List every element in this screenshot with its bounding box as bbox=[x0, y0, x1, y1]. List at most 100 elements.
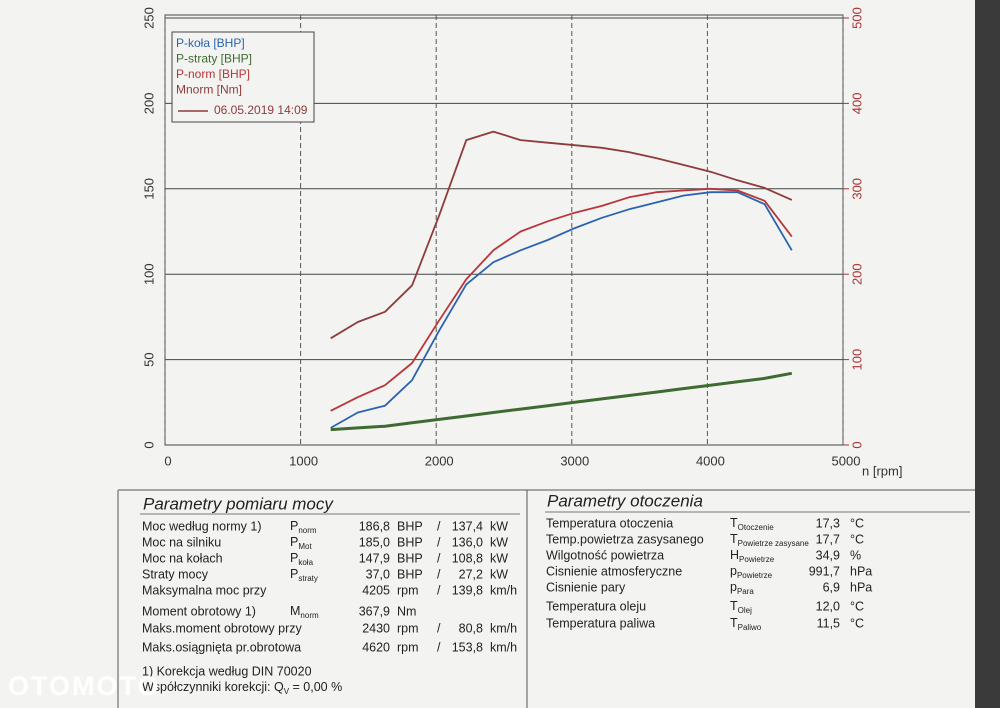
row-unit: rpm bbox=[397, 583, 419, 597]
symbol-main: T bbox=[730, 516, 738, 530]
symbol-sub: straty bbox=[298, 574, 318, 583]
row-label: Temp.powietrza zasysanego bbox=[546, 532, 704, 546]
series-line bbox=[330, 130, 793, 340]
symbol-sub: Olej bbox=[738, 606, 752, 615]
row-value: 6,9 bbox=[823, 580, 840, 594]
row-label: Moc według normy 1) bbox=[142, 519, 262, 533]
row-sep: / bbox=[437, 519, 441, 533]
symbol-main: M bbox=[290, 604, 300, 618]
symbol-sub: Otoczenie bbox=[738, 523, 775, 532]
row-label: Temperatura otoczenia bbox=[546, 516, 673, 530]
row-label: Cisnienie pary bbox=[546, 580, 626, 594]
row-unit: BHP bbox=[397, 567, 423, 581]
correction-sub: V bbox=[284, 687, 290, 696]
row-unit: BHP bbox=[397, 519, 423, 533]
y2-tick-label: 200 bbox=[849, 263, 864, 285]
symbol: pPowietrze bbox=[730, 564, 773, 580]
row-unit2: kW bbox=[490, 535, 508, 549]
symbol-sub: Powietrze zasysane bbox=[738, 539, 810, 548]
row-value: 367,9 bbox=[359, 604, 390, 618]
row-sep: / bbox=[437, 621, 441, 635]
row-value2: 136,0 bbox=[452, 535, 483, 549]
row-value: 4620 bbox=[362, 640, 390, 654]
row-label: Moc na kołach bbox=[142, 551, 223, 565]
row-value: 34,9 bbox=[816, 548, 840, 562]
symbol: TPaliwo bbox=[730, 616, 762, 632]
symbol: Pnorm bbox=[290, 519, 317, 535]
row-label: Straty mocy bbox=[142, 567, 209, 581]
symbol: Pkoła bbox=[290, 551, 314, 567]
row-unit: °C bbox=[850, 616, 864, 630]
x-tick-label: 3000 bbox=[560, 453, 589, 468]
row-unit: rpm bbox=[397, 640, 419, 654]
row-label: Moment obrotowy 1) bbox=[142, 604, 256, 618]
correction-text: Współczynniki korekcji: Q bbox=[142, 680, 284, 694]
row-unit: °C bbox=[850, 532, 864, 546]
footnote: 1) Korekcja według DIN 70020 bbox=[142, 664, 312, 678]
x-tick-label: 1000 bbox=[289, 453, 318, 468]
symbol: TOtoczenie bbox=[730, 516, 774, 532]
row-value: 991,7 bbox=[809, 564, 840, 578]
symbol: TOlej bbox=[730, 599, 752, 615]
y2-tick-label: 100 bbox=[849, 349, 864, 371]
row-value: 4205 bbox=[362, 583, 390, 597]
row-value: 186,8 bbox=[359, 519, 390, 533]
symbol-main: P bbox=[290, 551, 298, 565]
left-panel-title: Parametry pomiaru mocy bbox=[143, 494, 334, 513]
symbol: pPara bbox=[730, 580, 754, 596]
row-value: 147,9 bbox=[359, 551, 390, 565]
symbol-sub: Powietrze bbox=[739, 555, 775, 564]
row-unit: BHP bbox=[397, 535, 423, 549]
symbol-main: p bbox=[730, 564, 737, 578]
symbol-sub: koła bbox=[298, 558, 313, 567]
x-tick-label: 4000 bbox=[696, 453, 725, 468]
symbol-main: T bbox=[730, 599, 738, 613]
legend-label: P-straty [BHP] bbox=[176, 52, 252, 66]
x-tick-label: 0 bbox=[164, 453, 171, 468]
row-label: Temperatura paliwa bbox=[546, 616, 655, 630]
y-tick-label: 100 bbox=[141, 263, 156, 285]
symbol-sub: Paliwo bbox=[738, 623, 762, 632]
row-label: Temperatura oleju bbox=[546, 599, 646, 613]
row-label: Maks.osiągnięta pr.obrotowa bbox=[142, 640, 301, 654]
symbol-main: H bbox=[730, 548, 739, 562]
symbol: TPowietrze zasysane bbox=[730, 532, 809, 548]
row-unit2: kW bbox=[490, 567, 508, 581]
row-label: Wilgotność powietrza bbox=[546, 548, 664, 562]
row-unit: % bbox=[850, 548, 861, 562]
symbol-sub: Powietrze bbox=[737, 571, 773, 580]
row-value2: 153,8 bbox=[452, 640, 483, 654]
row-value2: 27,2 bbox=[459, 567, 483, 581]
symbol-main: P bbox=[290, 519, 298, 533]
row-unit: BHP bbox=[397, 551, 423, 565]
row-label: Cisnienie atmosferyczne bbox=[546, 564, 682, 578]
row-unit: hPa bbox=[850, 564, 872, 578]
legend-label: Mnorm [Nm] bbox=[176, 83, 242, 97]
legend-note: 06.05.2019 14:09 bbox=[214, 103, 308, 117]
row-value: 185,0 bbox=[359, 535, 390, 549]
symbol-sub: norm bbox=[298, 526, 317, 535]
row-unit2: kW bbox=[490, 551, 508, 565]
row-value2: 108,8 bbox=[452, 551, 483, 565]
y-tick-label: 250 bbox=[141, 7, 156, 29]
y2-tick-label: 400 bbox=[849, 93, 864, 115]
row-value2: 80,8 bbox=[459, 621, 483, 635]
row-label: Moc na silniku bbox=[142, 535, 221, 549]
row-sep: / bbox=[437, 583, 441, 597]
row-sep: / bbox=[437, 567, 441, 581]
symbol-sub: norm bbox=[300, 611, 319, 620]
row-unit2: km/h bbox=[490, 583, 517, 597]
symbol-main: P bbox=[290, 535, 298, 549]
row-value: 17,7 bbox=[816, 532, 840, 546]
background-edge bbox=[975, 0, 1000, 708]
row-unit: rpm bbox=[397, 621, 419, 635]
y-tick-label: 150 bbox=[141, 178, 156, 200]
y-tick-label: 200 bbox=[141, 93, 156, 115]
x-tick-label: 5000 bbox=[832, 453, 861, 468]
symbol-sub: Mot bbox=[298, 542, 312, 551]
row-unit: °C bbox=[850, 516, 864, 530]
legend-label: P-koła [BHP] bbox=[176, 36, 245, 50]
row-value2: 139,8 bbox=[452, 583, 483, 597]
series-line bbox=[330, 371, 793, 432]
